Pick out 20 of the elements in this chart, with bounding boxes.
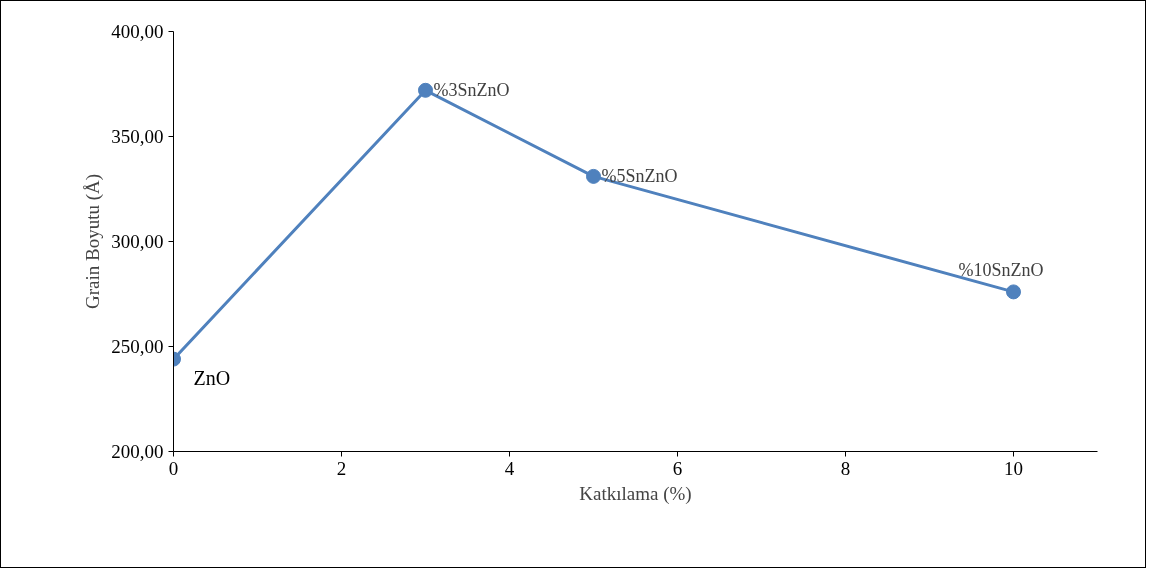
x-axis-title: Katkılama (%): [579, 482, 692, 505]
annotation: %10SnZnO: [958, 259, 1044, 280]
y-tick-label: 300,00: [111, 231, 164, 252]
annotation: %5SnZnO: [601, 166, 678, 187]
x-tick-label: 4: [504, 457, 515, 479]
x-tick-label: 0: [168, 457, 179, 479]
annotation: %3SnZnO: [433, 80, 510, 101]
point: [418, 82, 433, 98]
x-tick-label: 8: [840, 457, 851, 479]
y-tick-label: 350,00: [111, 126, 164, 147]
y-tick-label: 250,00: [111, 336, 164, 357]
point: [1006, 284, 1021, 300]
x-tick-label: 2: [336, 457, 347, 479]
x-tick-label: 10: [1004, 457, 1023, 479]
annotation: ZnO: [193, 367, 231, 390]
y-tick-label: 400,00: [111, 21, 164, 42]
y-axis-title: Grain Boyutu (Å): [82, 173, 105, 310]
x-tick-label: 6: [672, 457, 683, 479]
y-tick-label: 200,00: [111, 441, 164, 462]
point: [586, 168, 601, 184]
